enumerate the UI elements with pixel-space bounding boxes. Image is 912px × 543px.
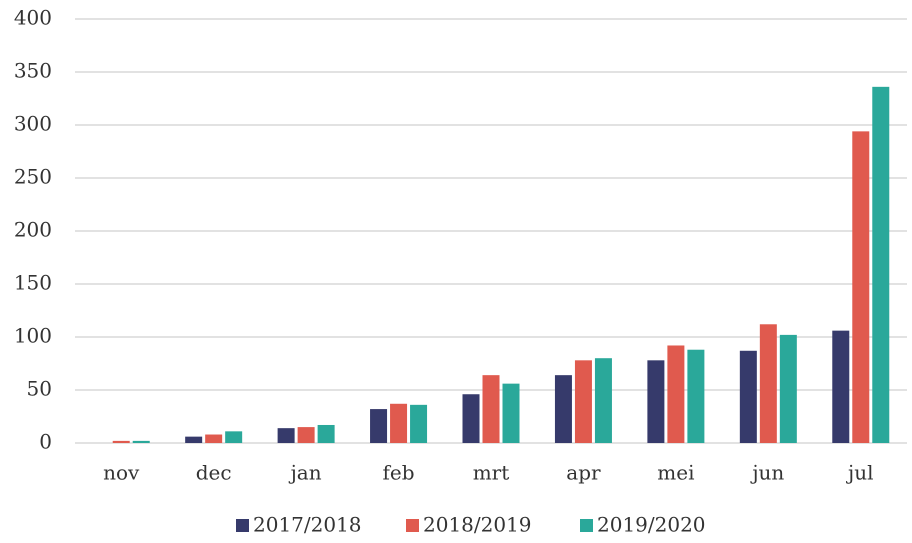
y-tick-label: 100 (14, 324, 52, 348)
legend-label: 2018/2019 (423, 513, 532, 537)
x-tick-label: mrt (473, 461, 510, 485)
legend-swatch (406, 519, 419, 532)
bar (739, 350, 757, 443)
bar (410, 404, 428, 443)
bar (574, 360, 592, 443)
bar (132, 440, 150, 443)
bar (390, 403, 408, 443)
bar (667, 345, 685, 443)
y-tick-label: 0 (39, 430, 52, 454)
bar (832, 330, 850, 443)
legend-label: 2019/2020 (597, 513, 706, 537)
bar (277, 428, 295, 443)
y-tick-label: 300 (14, 112, 52, 136)
bar (112, 440, 130, 443)
y-tick-label: 200 (14, 218, 52, 242)
bar (779, 334, 797, 443)
y-tick-label: 50 (27, 377, 52, 401)
bar (647, 360, 665, 443)
bar (872, 86, 890, 443)
bar (317, 424, 335, 443)
bar (594, 358, 612, 443)
bar (482, 375, 500, 443)
x-tick-label: jan (289, 461, 322, 485)
bar (852, 131, 870, 444)
bar (297, 427, 315, 443)
bar (205, 434, 223, 443)
x-tick-label: jun (750, 461, 784, 485)
bar (225, 431, 243, 443)
bar (502, 383, 520, 443)
x-tick-label: nov (103, 461, 140, 485)
bar (759, 324, 777, 443)
legend-swatch (236, 519, 249, 532)
bar (370, 409, 388, 443)
y-tick-label: 150 (14, 271, 52, 295)
x-tick-label: dec (196, 461, 232, 485)
bar (687, 349, 705, 443)
x-tick-label: jul (846, 461, 873, 485)
x-tick-label: mei (657, 461, 694, 485)
bar (462, 394, 480, 443)
bar (185, 436, 203, 443)
x-tick-label: apr (566, 461, 601, 485)
y-tick-label: 400 (14, 6, 52, 30)
y-tick-label: 250 (14, 165, 52, 189)
x-tick-label: feb (383, 461, 415, 485)
y-tick-label: 350 (14, 59, 52, 83)
legend-swatch (580, 519, 593, 532)
bar (554, 375, 572, 443)
legend-label: 2017/2018 (253, 513, 362, 537)
